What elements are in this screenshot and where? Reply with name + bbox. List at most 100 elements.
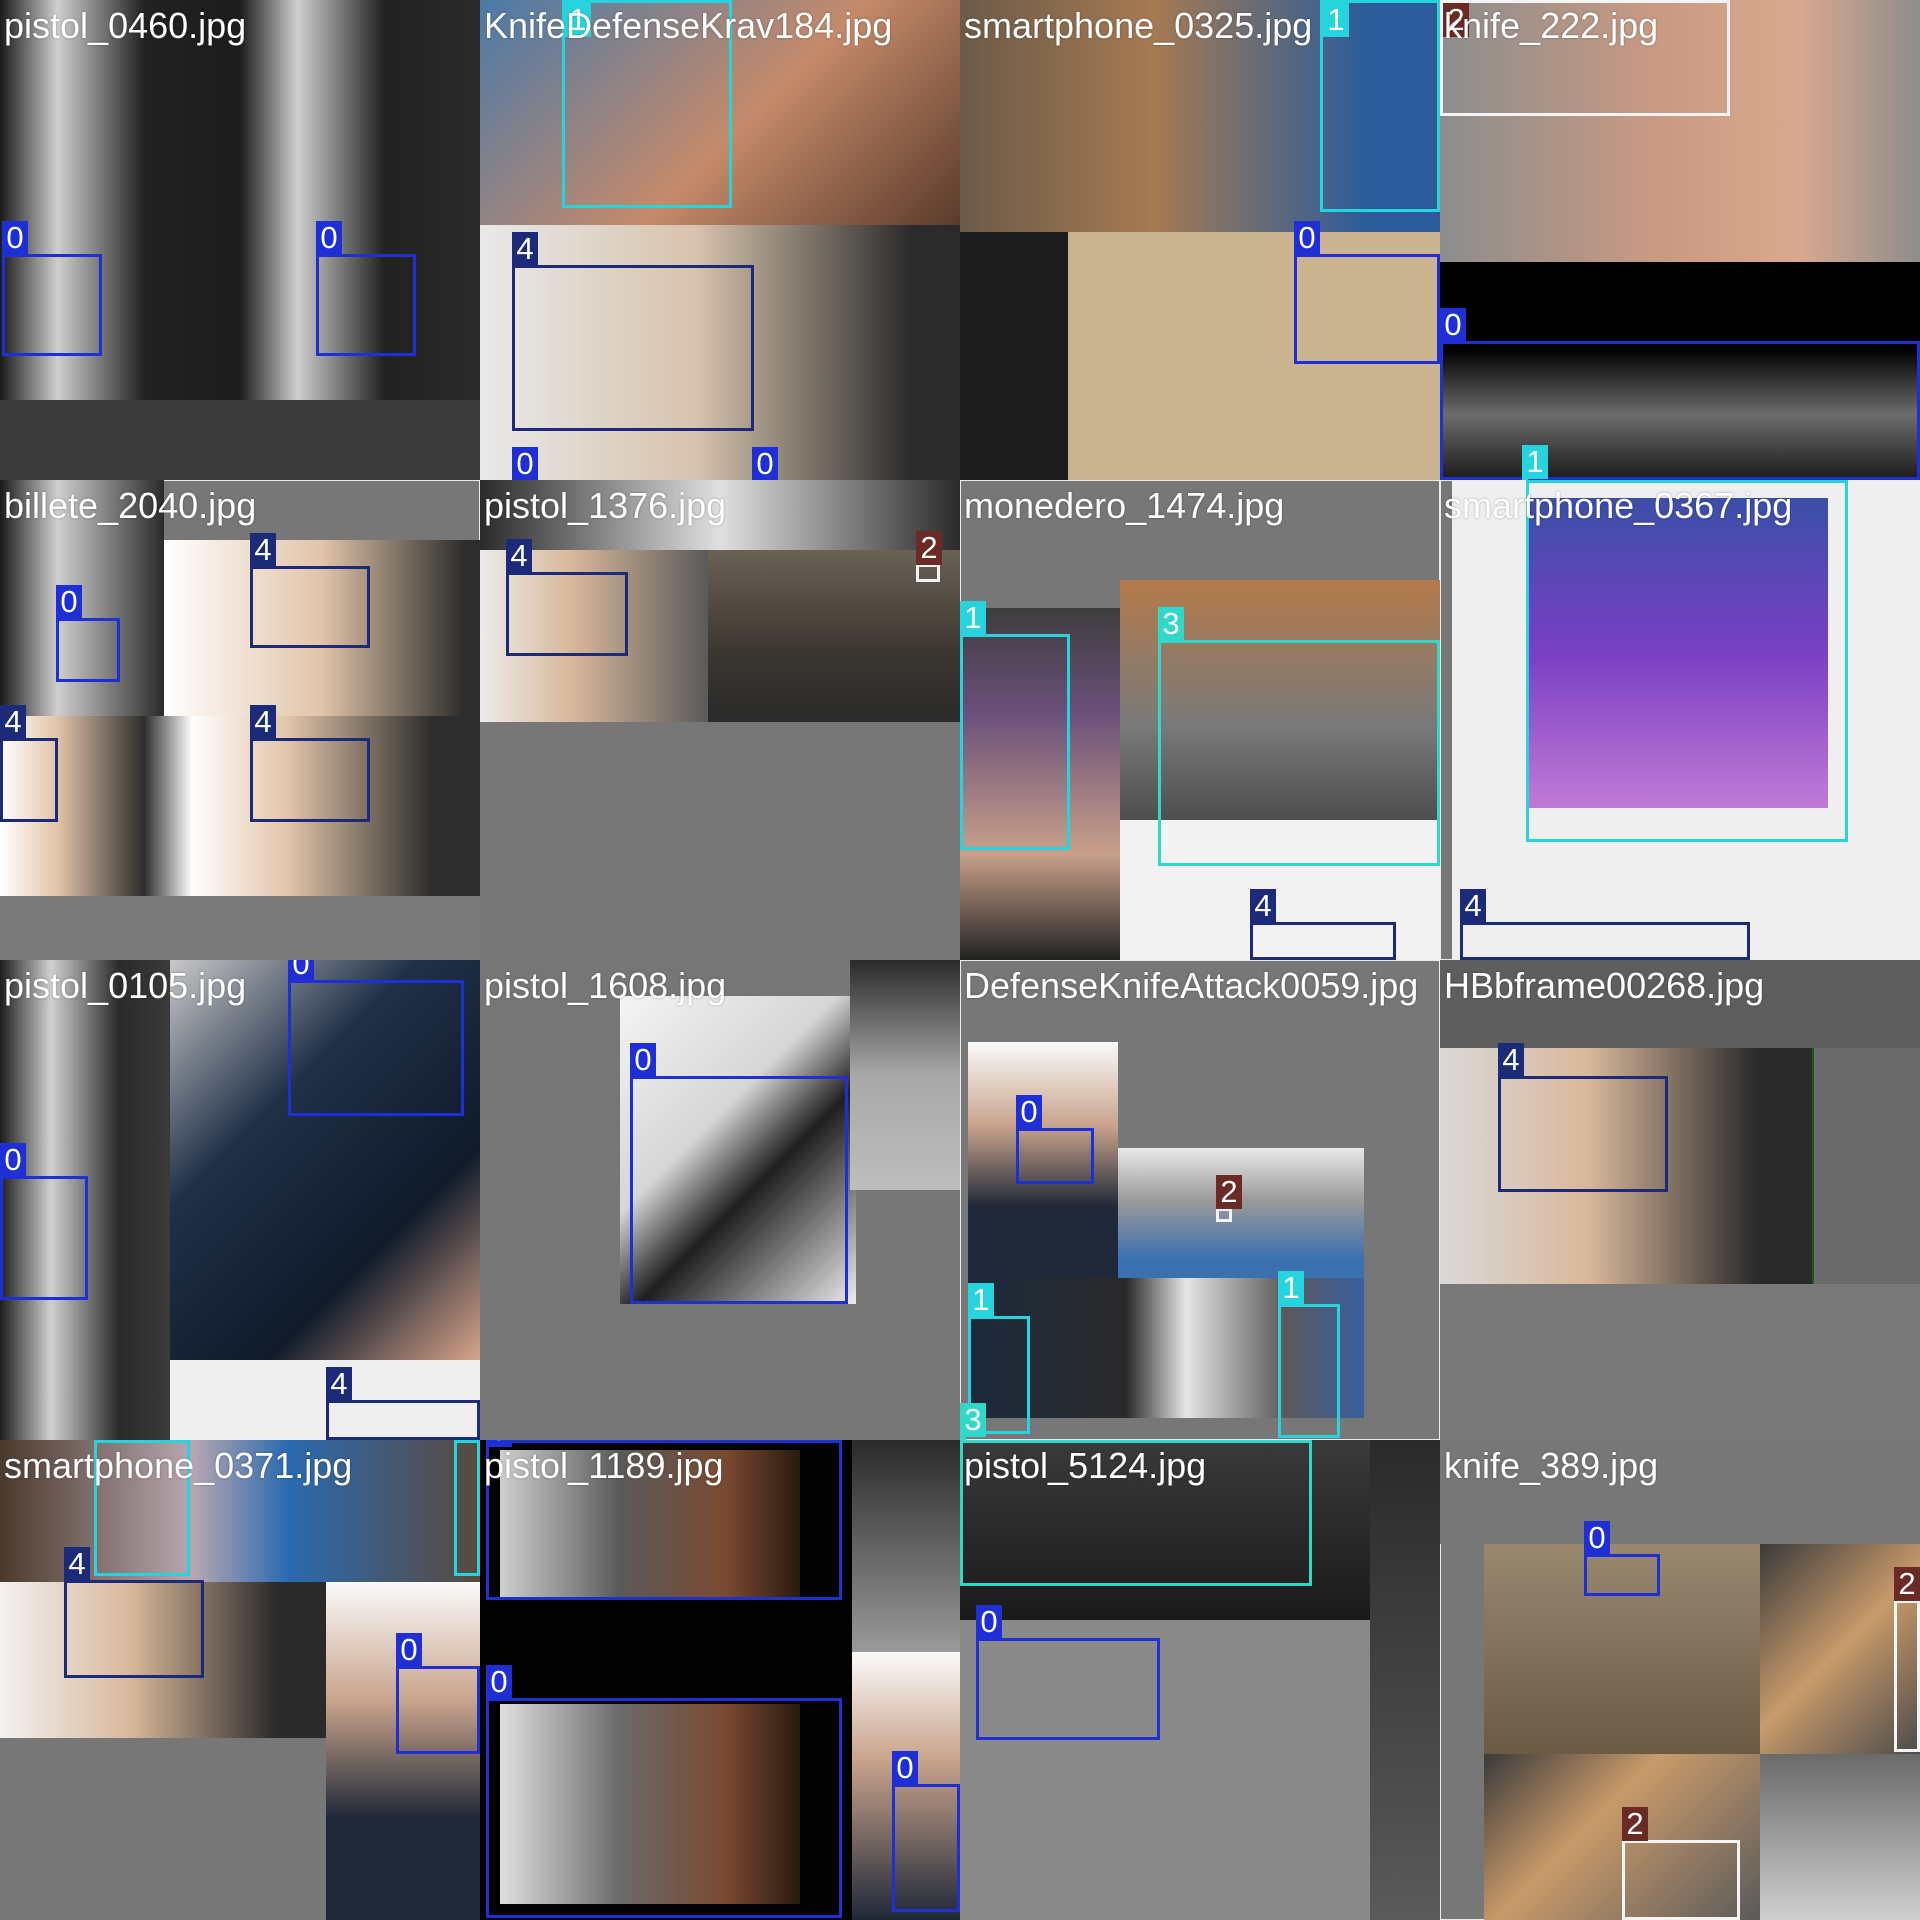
detection-box: 1 [454, 1440, 480, 1576]
class-id-tag: 2 [1216, 1175, 1242, 1209]
class-id-tag: 0 [1440, 308, 1466, 342]
photo-patch [1760, 1754, 1920, 1920]
class-id-tag: 4 [506, 539, 532, 573]
class-id-tag: 0 [396, 1633, 422, 1667]
class-id-tag: 3 [1158, 607, 1184, 641]
detection-box: 4 [1250, 922, 1396, 960]
filename-label: billete_2040.jpg [4, 484, 256, 528]
detection-box: 0 [0, 1176, 88, 1300]
photo-patch [852, 1440, 960, 1652]
photo-patch [480, 722, 960, 960]
class-id-tag: 4 [1498, 1043, 1524, 1077]
filename-label: smartphone_0371.jpg [4, 1444, 352, 1488]
mosaic-tile: KnifeDefenseKrav184.jpg 1 4 0 0 [480, 0, 960, 480]
mosaic-tile: knife_222.jpg 2 0 1 [1440, 0, 1920, 480]
mosaic-tile: billete_2040.jpg 4 0 4 4 [0, 480, 480, 960]
detection-box: 0 [56, 618, 120, 682]
class-id-tag: 1 [454, 1440, 480, 1443]
mosaic-tile: DefenseKnifeAttack0059.jpg 0 2 1 1 3 [960, 960, 1440, 1440]
class-id-tag: 4 [250, 705, 276, 739]
mosaic-tile: pistol_1189.jpg 0 0 0 [480, 1440, 960, 1920]
detection-box: 0 [1016, 1128, 1094, 1184]
detection-box: 0 [976, 1638, 1160, 1740]
mosaic-tile: monedero_1474.jpg 1 3 4 [960, 480, 1440, 960]
photo-patch [850, 960, 960, 1190]
class-id-tag: 0 [288, 960, 314, 981]
class-id-tag: 1 [960, 601, 986, 635]
class-id-tag: 4 [1250, 889, 1276, 923]
detection-box: 2 [1894, 1600, 1920, 1752]
filename-label: smartphone_0325.jpg [964, 4, 1312, 48]
detection-box: 0 [630, 1076, 848, 1304]
class-id-tag: 0 [0, 1143, 26, 1177]
class-id-tag: 3 [960, 1403, 986, 1437]
class-id-tag: 1 [1278, 1271, 1304, 1305]
mosaic-tile: smartphone_0371.jpg 1 1 4 0 [0, 1440, 480, 1920]
photo-patch [1440, 1284, 1920, 1440]
detection-box: 4 [326, 1400, 480, 1440]
class-id-tag: 4 [1460, 889, 1486, 923]
filename-label: pistol_1608.jpg [484, 964, 726, 1008]
detection-box: 4 [0, 738, 58, 822]
photo-patch [0, 896, 480, 960]
filename-label: DefenseKnifeAttack0059.jpg [964, 964, 1418, 1008]
class-id-tag: 4 [512, 232, 538, 266]
filename-label: knife_389.jpg [1444, 1444, 1658, 1488]
detection-box: 4 [250, 738, 370, 822]
filename-label: HBbframe00268.jpg [1444, 964, 1764, 1008]
class-id-tag: 0 [976, 1605, 1002, 1639]
photo-patch [1370, 1440, 1440, 1920]
class-id-tag: 0 [2, 221, 28, 255]
class-id-tag: 0 [1584, 1521, 1610, 1555]
detection-box: 2 [1216, 1208, 1232, 1222]
detection-box: 0 [316, 254, 416, 356]
detection-box: 2 [1622, 1840, 1740, 1920]
filename-label: smartphone_0367.jpg [1444, 484, 1792, 528]
class-id-tag: 0 [316, 221, 342, 255]
detection-box: 4 [64, 1580, 204, 1678]
detection-box [1526, 480, 1848, 842]
class-id-tag: 2 [1894, 1567, 1920, 1601]
mosaic-tile: pistol_0105.jpg 0 0 4 [0, 960, 480, 1440]
class-id-tag: 4 [326, 1367, 352, 1401]
detection-box: 0 [1440, 341, 1920, 480]
detection-box: 0 [892, 1784, 960, 1912]
mosaic-tile: smartphone_0325.jpg 1 0 [960, 0, 1440, 480]
photo-patch [0, 716, 480, 896]
detection-box: 3 [1158, 640, 1440, 866]
detection-box: 1 [960, 634, 1070, 850]
detection-box: 0 [396, 1666, 480, 1754]
filename-label: pistol_0460.jpg [4, 4, 246, 48]
detection-box: 0 [288, 980, 464, 1116]
detection-box: 1 [1320, 0, 1440, 212]
mosaic-tile: pistol_1376.jpg 4 2 [480, 480, 960, 960]
class-id-tag: 0 [56, 585, 82, 619]
class-id-tag: 0 [892, 1751, 918, 1785]
mosaic-tile: smartphone_0367.jpg 4 [1440, 480, 1920, 960]
filename-label: pistol_5124.jpg [964, 1444, 1206, 1488]
detection-box: 0 [2, 254, 102, 356]
detection-box: 2 [916, 564, 940, 582]
class-id-tag: 0 [1294, 221, 1320, 255]
mosaic-tile: pistol_1608.jpg 0 [480, 960, 960, 1440]
mosaic-tile: HBbframe00268.jpg 4 [1440, 960, 1920, 1440]
photo-patch [0, 1738, 326, 1920]
filename-label: pistol_1376.jpg [484, 484, 726, 528]
photo-patch [960, 232, 1068, 480]
class-id-tag: 2 [916, 531, 942, 565]
class-id-tag: 0 [486, 1665, 512, 1699]
class-id-tag: 4 [250, 533, 276, 567]
filename-label: KnifeDefenseKrav184.jpg [484, 4, 892, 48]
mosaic-tile: knife_389.jpg 0 2 2 [1440, 1440, 1920, 1920]
detection-box: 4 [1460, 922, 1750, 960]
detection-box: 4 [512, 265, 754, 431]
photo-patch [1118, 1148, 1364, 1280]
mosaic-tile: pistol_0460.jpg 0 0 [0, 0, 480, 480]
detection-box: 0 [1584, 1554, 1660, 1596]
class-id-tag: 1 [94, 1440, 120, 1443]
detection-box: 4 [506, 572, 628, 656]
class-id-tag: 1 [1323, 3, 1349, 37]
detection-box: 4 [250, 566, 370, 648]
class-id-tag: 0 [752, 447, 778, 480]
